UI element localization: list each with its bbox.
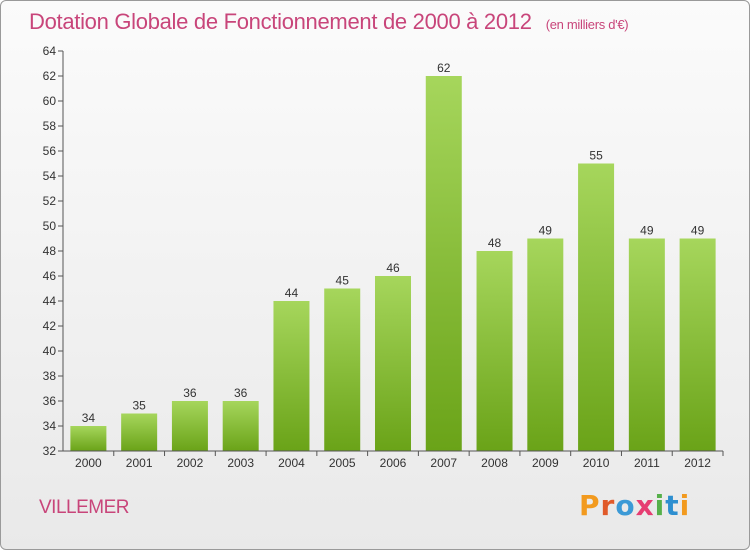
value-label-2010: 55	[589, 149, 603, 163]
logo-letter: r	[600, 489, 616, 522]
y-tick-label: 50	[43, 219, 57, 233]
logo-letter: i	[654, 489, 666, 522]
bar-2002	[171, 401, 208, 451]
value-labels: 34 35 36 36 44 45 46 62 48 49 55 49 49	[82, 61, 705, 425]
value-label-2005: 45	[336, 274, 350, 288]
value-label-2009: 49	[539, 224, 553, 238]
bar-2003	[222, 401, 259, 451]
value-label-2006: 46	[386, 261, 400, 275]
bar-2005	[324, 288, 361, 451]
logo-letter: x	[635, 489, 655, 522]
value-label-2002: 36	[183, 386, 197, 400]
logo-letter: t	[665, 489, 680, 522]
proxiti-logo: Proxiti	[579, 489, 690, 522]
value-label-2008: 48	[488, 236, 502, 250]
bar-2004	[273, 301, 310, 451]
commune-name: VILLEMER	[39, 497, 129, 518]
x-tick-label-2005: 2005	[329, 456, 356, 470]
bar-2001	[121, 413, 158, 451]
bar-2007	[425, 76, 462, 451]
y-tick-label: 64	[43, 44, 57, 58]
y-tick-label: 32	[43, 444, 57, 458]
chart-subtitle: (en milliers d'€)	[545, 17, 629, 32]
logo-letter: o	[615, 489, 636, 522]
y-tick-label: 36	[43, 394, 57, 408]
y-tick-label: 44	[43, 294, 57, 308]
x-tick-label-2002: 2002	[177, 456, 204, 470]
x-tick-label-2008: 2008	[481, 456, 508, 470]
bars	[70, 76, 716, 451]
value-label-2004: 44	[285, 286, 299, 300]
y-tick-label: 46	[43, 269, 57, 283]
value-label-2007: 62	[437, 61, 451, 75]
bar-2006	[375, 276, 411, 451]
value-label-2000: 34	[82, 411, 96, 425]
y-axis-ticks: 32 34 36 38 40 42 44 46 48 50 52 54 56 58 60 62 64	[43, 44, 63, 458]
logo-letter: P	[579, 489, 601, 522]
x-tick-label-2007: 2007	[430, 456, 457, 470]
x-tick-label-2006: 2006	[380, 456, 407, 470]
y-tick-label: 58	[43, 119, 57, 133]
chart-title-text: Dotation Globale de Fonctionnement de 20…	[29, 9, 532, 34]
y-tick-label: 40	[43, 344, 57, 358]
y-tick-label: 56	[43, 144, 57, 158]
bar-2009	[527, 238, 564, 451]
x-tick-label-2003: 2003	[227, 456, 254, 470]
x-tick-label-2001: 2001	[126, 456, 153, 470]
x-tick-label-2010: 2010	[583, 456, 610, 470]
x-tick-label-2000: 2000	[75, 456, 102, 470]
value-label-2012: 49	[691, 224, 705, 238]
x-tick-label-2011: 2011	[634, 456, 660, 470]
bar-2010	[578, 163, 615, 451]
y-tick-label: 54	[43, 169, 57, 183]
chart-title: Dotation Globale de Fonctionnement de 20…	[29, 9, 629, 35]
x-tick-label-2012: 2012	[684, 456, 711, 470]
bar-2000	[70, 426, 107, 451]
y-tick-label: 42	[43, 319, 57, 333]
bar-2008	[476, 251, 513, 451]
y-tick-label: 48	[43, 244, 57, 258]
logo-letter: i	[679, 489, 691, 522]
y-tick-label: 52	[43, 194, 57, 208]
y-tick-label: 62	[43, 69, 57, 83]
value-label-2011: 49	[640, 224, 654, 238]
bar-2012	[679, 238, 716, 451]
x-axis-ticks: 2000 2001 2002 2003 2004 2005 2006 2007 2008 2009…	[75, 451, 724, 470]
x-tick-label-2004: 2004	[278, 456, 305, 470]
bar-2011	[628, 238, 665, 451]
value-label-2001: 35	[132, 399, 146, 413]
value-label-2003: 36	[234, 386, 248, 400]
y-tick-label: 60	[43, 94, 57, 108]
y-tick-label: 34	[43, 419, 57, 433]
y-tick-label: 38	[43, 369, 57, 383]
x-tick-label-2009: 2009	[532, 456, 559, 470]
